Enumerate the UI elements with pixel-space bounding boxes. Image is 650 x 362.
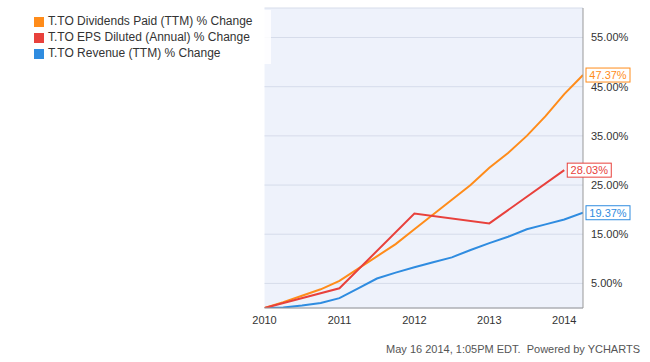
html-text:T.TO Dividends Paid (TTM) % Ch: T.TO Dividends Paid (TTM) % Change [48,14,253,28]
svg-text:35.00%: 35.00% [591,130,629,142]
svg-text:15.00%: 15.00% [591,228,629,240]
svg-text:5.00%: 5.00% [591,277,622,289]
svg-text:45.00%: 45.00% [591,80,629,93]
svg-text:25.00%: 25.00% [591,179,629,191]
svg-text:2011: 2011 [328,314,352,326]
svg-text:47.37%: 47.37% [589,69,627,81]
svg-text:2010: 2010 [252,314,276,326]
svg-text:28.03%: 28.03% [571,164,609,176]
svg-text:2013: 2013 [477,314,501,326]
html-text:T.TO Revenue (TTM) % Change: T.TO Revenue (TTM) % Change [48,46,221,60]
svg-text:2012: 2012 [402,314,426,326]
html-text:T.TO EPS Diluted (Annual) % Ch: T.TO EPS Diluted (Annual) % Change [48,30,250,44]
html-text:May 16 2014, 1:05PM EDT. Power: May 16 2014, 1:05PM EDT. Powered by YCHA… [386,343,640,355]
svg-text:19.37%: 19.37% [589,207,627,219]
svg-text:55.00%: 55.00% [591,31,629,43]
svg-text:2014: 2014 [552,314,576,326]
